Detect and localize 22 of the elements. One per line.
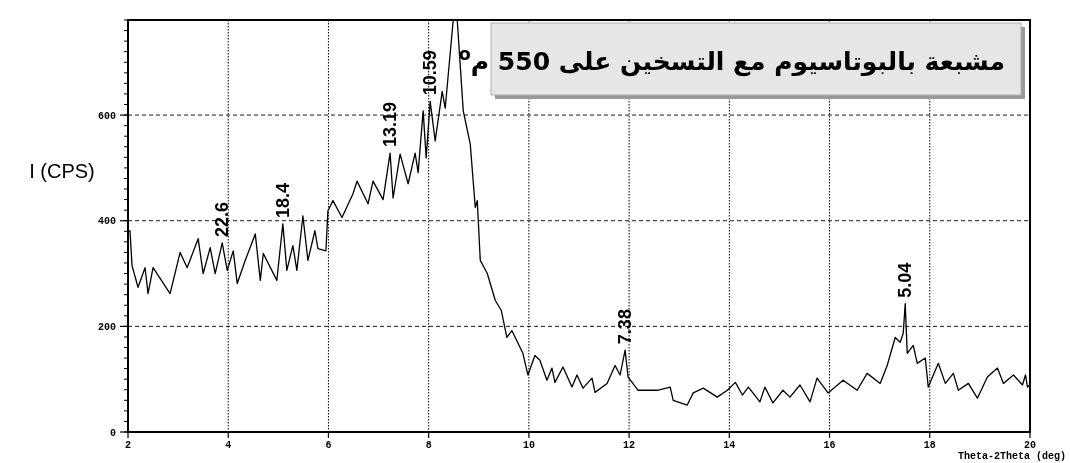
y-tick-label: 400 bbox=[97, 216, 116, 228]
annotation: 10.59 bbox=[420, 50, 441, 96]
x-tick-label: 4 bbox=[225, 440, 232, 451]
y-tick-label: 200 bbox=[97, 321, 116, 333]
annotation: 5.04 bbox=[895, 262, 916, 298]
x-tick-label: 14 bbox=[723, 440, 736, 451]
x-tick-label: 6 bbox=[325, 440, 332, 451]
x-tick-label: 8 bbox=[425, 440, 432, 451]
annotation: 13.19 bbox=[380, 102, 401, 148]
y-tick-label: 600 bbox=[97, 110, 116, 122]
annotation: 18.4 bbox=[272, 182, 293, 218]
annotation: 7.38 bbox=[615, 309, 636, 345]
x-tick-label: 12 bbox=[623, 440, 636, 451]
annotation: 22.6 bbox=[212, 201, 233, 237]
x-tick-label: 10 bbox=[522, 440, 535, 451]
x-axis-title: Theta-2Theta (deg) bbox=[957, 451, 1066, 462]
x-tick-label: 16 bbox=[823, 440, 836, 451]
y-axis-title: I (CPS) bbox=[29, 160, 95, 182]
y-tick-label: 0 bbox=[109, 427, 116, 439]
x-tick-label: 18 bbox=[923, 440, 936, 451]
x-tick-label: 2 bbox=[124, 440, 132, 451]
x-tick-label: 20 bbox=[1023, 440, 1037, 451]
